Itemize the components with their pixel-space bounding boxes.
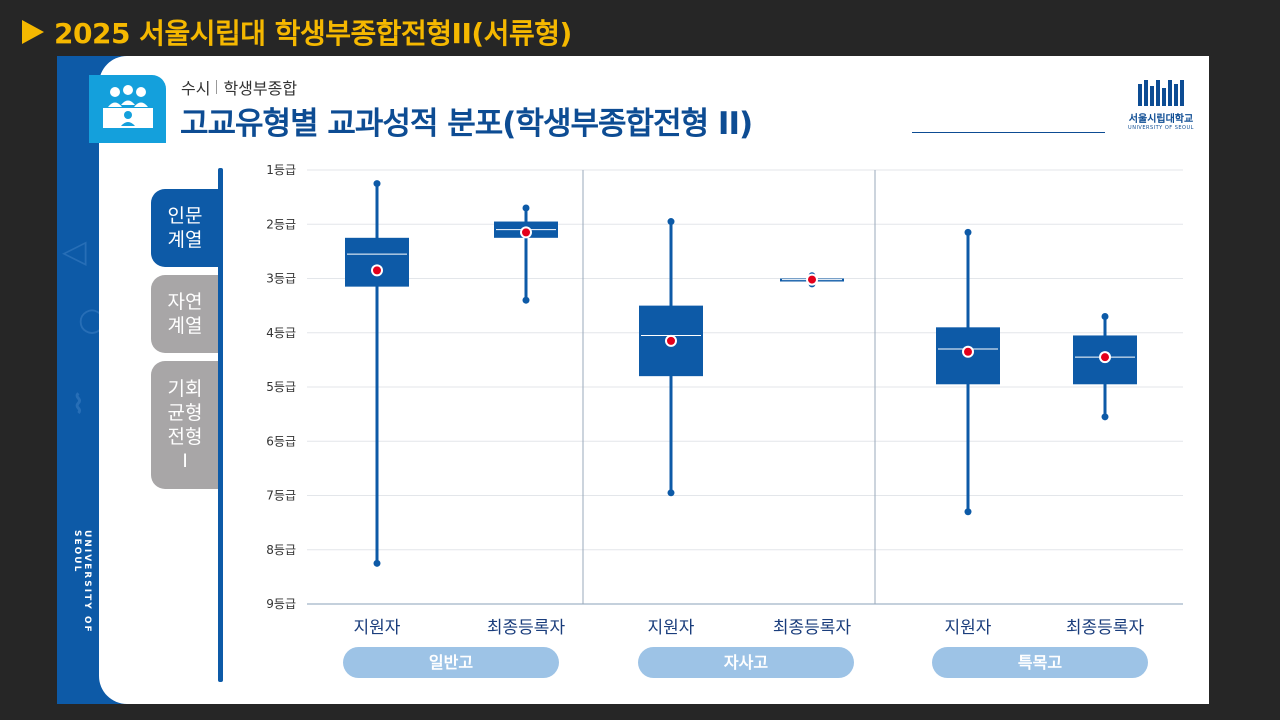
grid-layer — [307, 169, 1183, 605]
mean-marker — [522, 228, 530, 237]
presentation-icon-box — [89, 75, 166, 143]
whisker-min-cap — [964, 228, 972, 236]
tab-humanities[interactable]: 인문 계열 — [151, 189, 219, 267]
y-tick-label: 1등급 — [266, 163, 296, 177]
x-category-label: 최종등록자 — [773, 618, 852, 638]
box-layer — [345, 180, 1137, 567]
y-tick-label: 8등급 — [266, 543, 296, 557]
group-pill — [932, 647, 1148, 678]
play-triangle-icon — [22, 20, 44, 44]
slide-title: 2025 서울시립대 학생부종합전형II(서류형) — [22, 10, 572, 54]
breadcrumb-subcategory: 학생부종합 — [223, 79, 298, 98]
tab-natural-sciences[interactable]: 자연 계열 — [151, 275, 219, 353]
y-tick-label: 9등급 — [266, 597, 296, 611]
header-breadcrumb: 수시 학생부종합 — [181, 75, 297, 99]
y-tick-label: 6등급 — [266, 434, 296, 448]
zigzag-deco-icon: ⌇ — [72, 390, 85, 420]
whisker-min-cap — [522, 204, 530, 212]
logo-english: UNIVERSITY OF SEOUL — [1128, 125, 1194, 131]
group-pill — [343, 647, 559, 678]
tab-rail — [218, 168, 223, 682]
y-tick-label: 5등급 — [266, 380, 296, 394]
university-vertical-text: UNIVERSITY OF SEOUL — [72, 530, 92, 634]
y-tick-label: 4등급 — [266, 326, 296, 340]
group-pill — [638, 647, 854, 678]
mean-marker — [808, 275, 816, 284]
logo-name: 서울시립대학교 — [1128, 114, 1194, 125]
whisker-max-cap — [1101, 413, 1109, 421]
title-underline — [912, 132, 1105, 133]
whisker-min-cap — [667, 218, 675, 226]
x-category-label: 최종등록자 — [1066, 618, 1145, 638]
x-category-label: 최종등록자 — [487, 618, 566, 638]
mean-marker — [1101, 353, 1109, 362]
whisker-max-cap — [667, 489, 675, 497]
y-tick-label: 7등급 — [266, 489, 296, 503]
whisker-max-cap — [373, 559, 381, 567]
university-logo: 서울시립대학교 UNIVERSITY OF SEOUL — [1120, 80, 1202, 140]
x-category-label: 지원자 — [354, 618, 401, 638]
mean-marker — [667, 336, 675, 345]
mean-marker — [373, 266, 381, 275]
slide-title-text: 2025 서울시립대 학생부종합전형II(서류형) — [54, 17, 572, 50]
students-icon — [103, 85, 153, 128]
group-label: 자사고 — [724, 653, 768, 672]
whisker-min-cap — [373, 180, 381, 188]
group-label: 특목고 — [1018, 653, 1062, 672]
y-tick-label: 2등급 — [266, 217, 296, 231]
whisker-min-cap — [1101, 312, 1109, 320]
logo-bars-icon — [1120, 80, 1202, 106]
triangle-deco-icon: ◁ — [62, 232, 87, 270]
group-label: 일반고 — [429, 653, 473, 672]
x-category-label: 지원자 — [945, 618, 992, 638]
content-panel — [99, 56, 1209, 704]
breadcrumb-separator — [216, 80, 218, 94]
page-title: 고교유형별 교과성적 분포(학생부종합전형 II) — [180, 106, 753, 142]
whisker-max-cap — [522, 296, 530, 304]
whisker-max-cap — [964, 508, 972, 516]
y-tick-label: 3등급 — [266, 272, 296, 286]
tab-opportunity-balance[interactable]: 기회 균형 전형 Ⅰ — [151, 361, 219, 489]
mean-marker — [964, 347, 972, 356]
breadcrumb-category: 수시 — [181, 79, 211, 98]
iqr-box — [345, 237, 409, 287]
x-category-label: 지원자 — [648, 618, 695, 638]
